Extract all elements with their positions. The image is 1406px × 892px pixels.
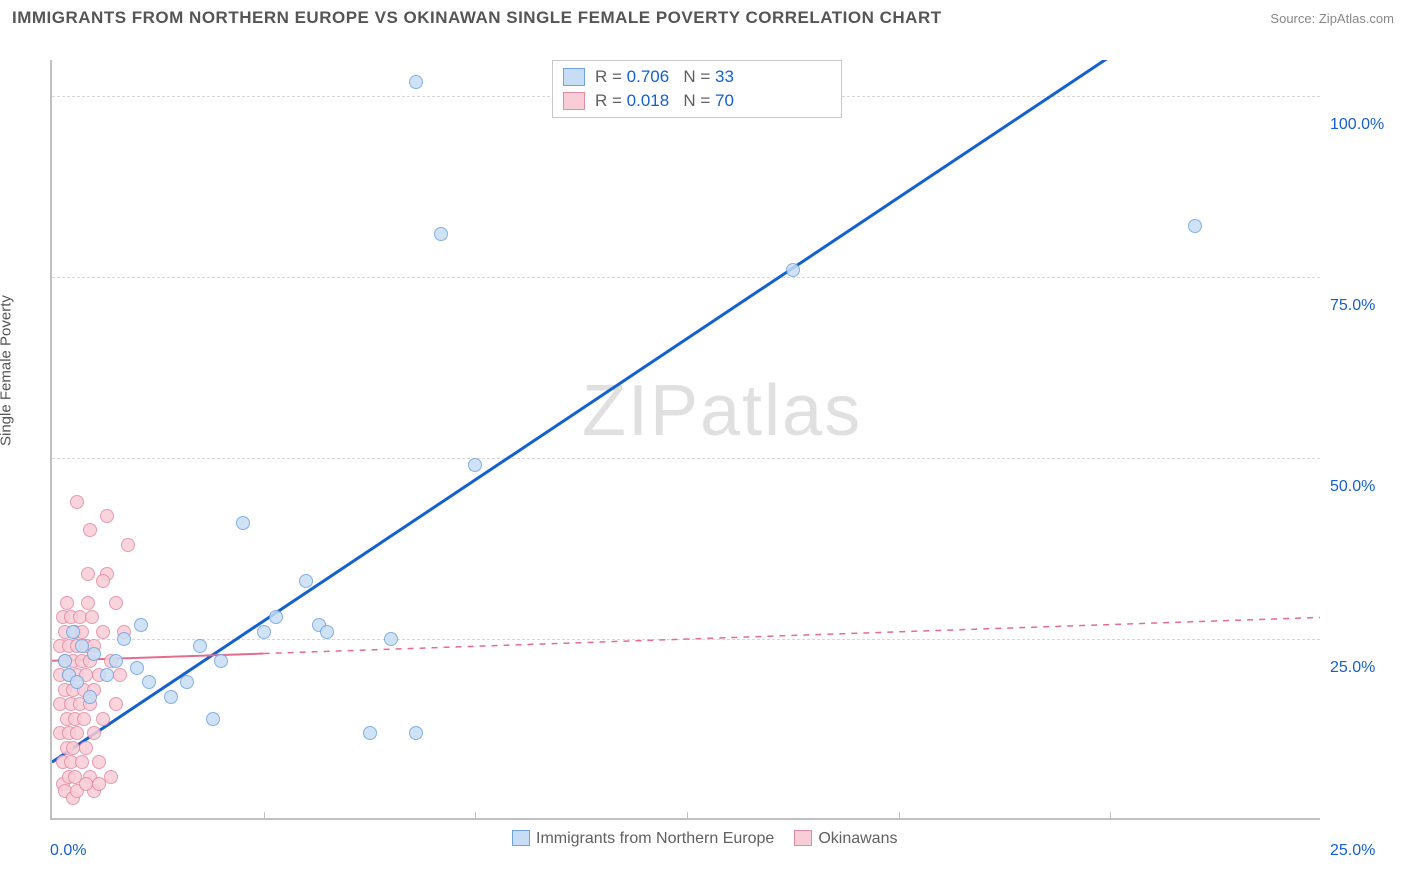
scatter-point-ne — [164, 690, 178, 704]
source-value: ZipAtlas.com — [1319, 11, 1394, 26]
scatter-point-ok — [113, 668, 127, 682]
scatter-point-ok — [75, 755, 89, 769]
scatter-point-ok — [121, 538, 135, 552]
gridline-v — [475, 812, 476, 820]
scatter-point-ne — [299, 574, 313, 588]
scatter-point-ne — [117, 632, 131, 646]
x-right-label: 25.0% — [1330, 842, 1375, 860]
scatter-point-ne — [142, 675, 156, 689]
source-label: Source: — [1270, 11, 1315, 26]
scatter-point-ok — [96, 712, 110, 726]
legend-stats-row-ok: R = 0.018 N = 70 — [563, 89, 831, 113]
y-tick-label: 100.0% — [1330, 116, 1384, 134]
scatter-point-ne — [206, 712, 220, 726]
gridline-h — [52, 277, 1320, 278]
gridline-h — [52, 639, 1320, 640]
legend-series-item-ne: Immigrants from Northern Europe — [512, 830, 774, 848]
legend-stats-row-ne: R = 0.706 N = 33 — [563, 65, 831, 89]
scatter-point-ne — [130, 661, 144, 675]
title-bar: IMMIGRANTS FROM NORTHERN EUROPE VS OKINA… — [12, 8, 1394, 28]
scatter-point-ok — [92, 755, 106, 769]
scatter-point-ne — [468, 458, 482, 472]
legend-series-item-ok: Okinawans — [794, 830, 897, 848]
watermark: ZIPatlas — [582, 370, 862, 452]
legend-stats: R = 0.706 N = 33 R = 0.018 N = 70 — [552, 60, 842, 118]
scatter-point-ok — [77, 712, 91, 726]
scatter-point-ne — [786, 263, 800, 277]
scatter-point-ne — [87, 647, 101, 661]
y-tick-label: 75.0% — [1330, 297, 1375, 315]
gridline-v — [264, 812, 265, 820]
scatter-point-ok — [79, 777, 93, 791]
scatter-point-ne — [409, 75, 423, 89]
scatter-point-ne — [214, 654, 228, 668]
scatter-point-ok — [81, 567, 95, 581]
scatter-point-ne — [100, 668, 114, 682]
scatter-point-ne — [193, 639, 207, 653]
legend-stats-text-ne: R = 0.706 N = 33 — [595, 67, 734, 87]
scatter-point-ne — [70, 675, 84, 689]
scatter-point-ok — [109, 596, 123, 610]
legend-series-label-ne: Immigrants from Northern Europe — [536, 830, 774, 847]
legend-series: Immigrants from Northern Europe Okinawans — [512, 830, 897, 848]
legend-series-swatch-ok — [794, 830, 812, 846]
regression-line-ne — [52, 60, 1320, 762]
chart-title: IMMIGRANTS FROM NORTHERN EUROPE VS OKINA… — [12, 8, 942, 28]
y-axis-title: Single Female Poverty — [0, 295, 15, 446]
scatter-point-ne — [83, 690, 97, 704]
scatter-point-ne — [269, 610, 283, 624]
legend-stats-text-ok: R = 0.018 N = 70 — [595, 91, 734, 111]
scatter-point-ok — [100, 509, 114, 523]
scatter-point-ok — [96, 625, 110, 639]
legend-swatch-ok — [563, 92, 585, 110]
scatter-point-ne — [434, 227, 448, 241]
plot-area: ZIPatlas 25.0%50.0%75.0%100.0%0.0%25.0%R… — [50, 60, 1320, 820]
scatter-point-ne — [109, 654, 123, 668]
legend-series-label-ok: Okinawans — [818, 830, 897, 847]
scatter-point-ne — [409, 726, 423, 740]
legend-series-swatch-ne — [512, 830, 530, 846]
scatter-point-ne — [66, 625, 80, 639]
scatter-point-ok — [70, 495, 84, 509]
y-tick-label: 50.0% — [1330, 478, 1375, 496]
gridline-v — [899, 812, 900, 820]
gridline-v — [687, 812, 688, 820]
regression-layer — [52, 60, 1320, 818]
y-tick-label: 25.0% — [1330, 659, 1375, 677]
scatter-point-ne — [58, 654, 72, 668]
legend-swatch-ne — [563, 68, 585, 86]
scatter-point-ok — [81, 596, 95, 610]
scatter-point-ok — [70, 726, 84, 740]
scatter-point-ne — [257, 625, 271, 639]
scatter-point-ok — [87, 726, 101, 740]
x-origin-label: 0.0% — [50, 842, 86, 860]
scatter-point-ok — [83, 523, 97, 537]
scatter-point-ne — [363, 726, 377, 740]
scatter-point-ok — [92, 777, 106, 791]
gridline-h — [52, 458, 1320, 459]
scatter-point-ne — [320, 625, 334, 639]
scatter-point-ok — [85, 610, 99, 624]
scatter-point-ok — [104, 770, 118, 784]
scatter-point-ne — [236, 516, 250, 530]
scatter-point-ok — [79, 741, 93, 755]
scatter-point-ne — [384, 632, 398, 646]
scatter-point-ne — [134, 618, 148, 632]
gridline-v — [1110, 812, 1111, 820]
scatter-point-ok — [109, 697, 123, 711]
scatter-point-ok — [60, 596, 74, 610]
scatter-point-ne — [180, 675, 194, 689]
scatter-point-ne — [1188, 219, 1202, 233]
scatter-point-ok — [96, 574, 110, 588]
regression-line-ok-dash — [264, 617, 1320, 653]
source-credit: Source: ZipAtlas.com — [1270, 11, 1394, 26]
